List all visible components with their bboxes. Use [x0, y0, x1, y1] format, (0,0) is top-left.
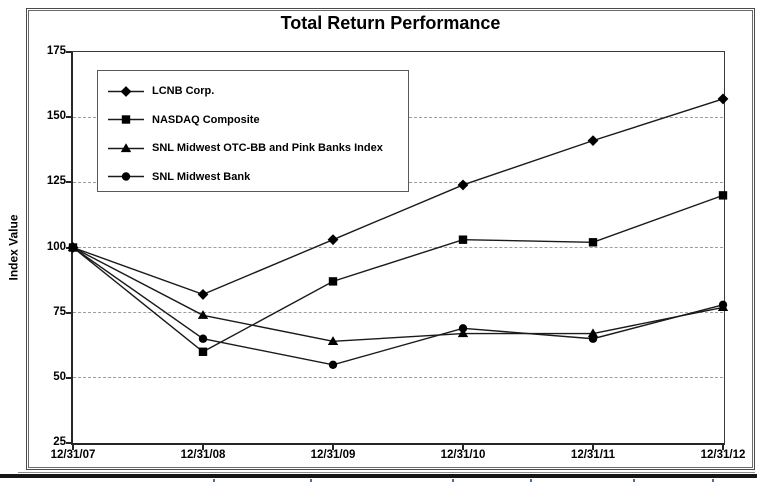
x-axis-label: 12/31/09 [310, 449, 356, 461]
y-tick-label: 150 [46, 110, 66, 123]
y-tick-label: 25 [53, 436, 66, 448]
triangle-data-point-marker [120, 143, 132, 152]
y-tick-label: 75 [53, 305, 66, 318]
table-column-tick [530, 479, 532, 482]
legend-item: SNL Midwest OTC-BB and Pink Banks Index [107, 134, 408, 162]
x-axis-label: 12/31/12 [700, 449, 746, 461]
y-tick-mark [66, 246, 72, 249]
triangle-legend-swatch-icon [108, 143, 144, 152]
y-tick-mark [66, 51, 72, 53]
y-tick-mark [66, 376, 72, 379]
table-column-tick [633, 479, 635, 482]
table-column-tick [213, 479, 215, 482]
table-column-tick [310, 479, 312, 482]
x-tick-mark [332, 445, 334, 450]
x-axis-label: 12/31/11 [570, 449, 616, 461]
legend-item: NASDAQ Composite [107, 106, 408, 134]
x-tick-mark [462, 445, 464, 450]
diamond-data-point-marker [120, 85, 132, 97]
x-tick-mark [722, 445, 724, 450]
circle-legend-swatch-icon [108, 172, 144, 181]
y-tick-mark [66, 116, 72, 119]
y-tick-mark [66, 311, 72, 314]
chart-title: Total Return Performance [280, 13, 501, 33]
table-top-rule [0, 472, 757, 478]
frame-shadow-line [18, 472, 755, 473]
y-tick-label: 50 [53, 370, 66, 383]
x-tick-mark [202, 445, 204, 450]
y-tick-label: 125 [46, 175, 66, 188]
legend-box: LCNB Corp. NASDAQ Composite SNL Midwest OT… [97, 70, 409, 192]
y-tick-mark [66, 181, 72, 184]
x-axis-label: 12/31/08 [180, 449, 226, 461]
x-tick-mark [592, 445, 594, 450]
table-column-tick [452, 479, 454, 482]
legend-item-label: LCNB Corp. [152, 85, 215, 98]
legend-item-label: SNL Midwest OTC-BB and Pink Banks Index [152, 142, 383, 155]
y-tick-label: 175 [46, 45, 66, 57]
legend-item-label: SNL Midwest Bank [152, 170, 251, 183]
table-column-tick [712, 479, 714, 482]
diamond-legend-swatch-icon [108, 85, 144, 97]
x-tick-mark [72, 445, 74, 450]
legend-item-label: NASDAQ Composite [152, 113, 260, 126]
y-axis-title: Index Value [6, 214, 21, 281]
legend-item: SNL Midwest Bank [107, 163, 408, 191]
x-axis-label: 12/31/10 [440, 449, 486, 461]
square-data-point-marker [121, 115, 131, 124]
circle-data-point-marker [121, 172, 131, 181]
y-tick-mark [66, 442, 72, 444]
x-axis-label: 12/31/07 [50, 449, 96, 461]
square-legend-swatch-icon [108, 115, 144, 124]
legend-item: LCNB Corp. [107, 77, 408, 105]
y-tick-label: 100 [46, 240, 66, 253]
y-gridline [73, 377, 723, 379]
